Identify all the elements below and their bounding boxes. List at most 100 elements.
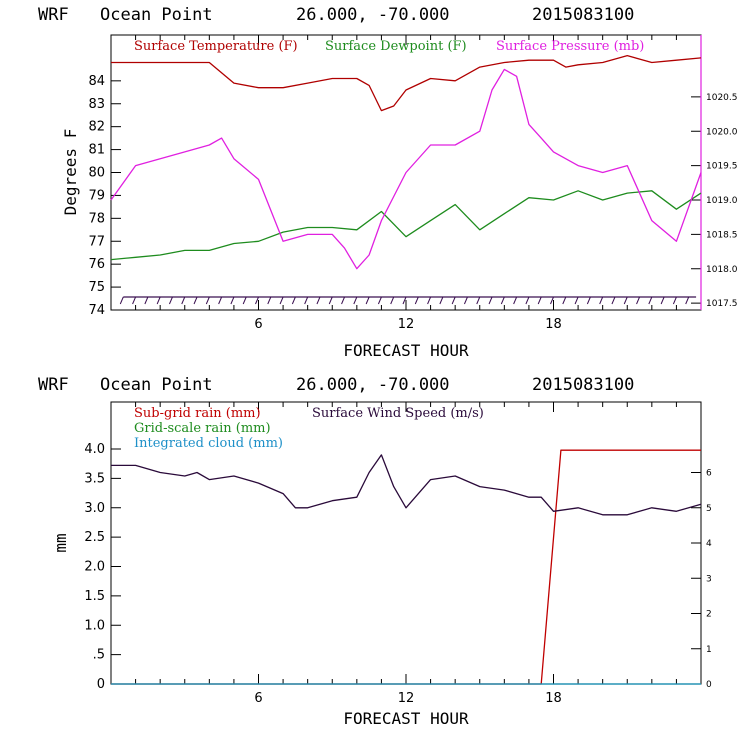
header-model: WRF	[38, 5, 69, 25]
header-model-2: WRF	[38, 375, 69, 395]
y2-tick-label: 1017.5	[706, 299, 738, 309]
header-location-2: Ocean Point	[100, 375, 213, 395]
wind-barb	[242, 296, 247, 305]
y2-tick-label: 6	[706, 469, 712, 479]
wind-barb	[144, 296, 149, 305]
y-tick-label: 77	[88, 234, 105, 249]
y-tick-label: 1.0	[84, 618, 105, 633]
series-line-1	[111, 449, 701, 685]
x-axis-label-bottom: FORECAST HOUR	[343, 709, 469, 728]
wind-barb	[230, 296, 235, 305]
x-tick-label: 18	[545, 691, 562, 706]
wind-barb	[377, 296, 382, 305]
wind-barb	[193, 296, 198, 305]
wind-barb	[328, 296, 333, 305]
tick-labels-top: 6 12 18 74 75 76 77 78 79 80 81 82 83 84 1017.5 1018.0 1…	[88, 74, 737, 332]
y2-tick-label: 2	[706, 610, 712, 620]
legend-temperature: Surface Temperature (F)	[134, 39, 298, 54]
wind-barb	[156, 296, 161, 305]
wind-barb	[267, 296, 272, 305]
wind-barb	[341, 296, 346, 305]
y-tick-label: 82	[88, 120, 105, 135]
wind-barb	[255, 296, 259, 305]
y-tick-label: 2.0	[84, 560, 105, 575]
y-axis-label-top: Degrees F	[61, 129, 80, 216]
wind-barb	[500, 296, 505, 305]
wind-barb	[562, 296, 567, 305]
y-tick-label: 75	[88, 280, 105, 295]
y-tick-label: .5	[93, 648, 105, 663]
y-tick-label: 80	[88, 166, 105, 181]
wind-barb	[525, 296, 530, 305]
y-tick-label: 3.5	[84, 471, 105, 486]
y-tick-label: 83	[88, 97, 105, 112]
y2-tick-label: 1019.5	[706, 162, 738, 172]
y-axis-label-bottom: mm	[51, 533, 70, 552]
wind-barb	[586, 296, 591, 305]
header-location: Ocean Point	[100, 5, 213, 25]
wind-barb	[685, 296, 690, 305]
wind-barb	[599, 296, 604, 305]
series-lines-bottom	[111, 449, 702, 685]
y-tick-label: 0	[97, 677, 105, 692]
wind-barb	[636, 296, 641, 305]
legend-wind-speed: Surface Wind Speed (m/s)	[312, 406, 484, 421]
wind-barb	[537, 296, 542, 305]
wind-barb	[353, 296, 358, 305]
wind-barb	[611, 296, 616, 305]
y-tick-label: 78	[88, 211, 105, 226]
wind-barb	[316, 296, 321, 305]
y-tick-label: 1.5	[84, 589, 105, 604]
y2-tick-label: 3	[706, 574, 712, 584]
x-tick-label: 18	[545, 317, 562, 332]
y-tick-label: 84	[88, 74, 105, 89]
series-line-1	[111, 54, 702, 112]
y2-tick-label: 1020.0	[706, 127, 738, 137]
series-line-3	[110, 68, 702, 270]
wind-barb	[623, 296, 628, 305]
y-tick-label: 4.0	[84, 442, 105, 457]
y2-tick-label: 4	[706, 539, 712, 549]
wind-barb	[291, 296, 296, 305]
wind-barb	[550, 296, 554, 305]
wind-barb	[648, 296, 653, 305]
wind-barb	[463, 296, 468, 305]
series-line-4	[111, 454, 702, 516]
legend-pressure: Surface Pressure (mb)	[496, 39, 644, 54]
y-tick-label: 81	[88, 143, 105, 158]
wind-barb	[218, 296, 223, 305]
wind-barb	[451, 296, 456, 305]
wind-barb	[205, 296, 210, 305]
wind-barb	[672, 296, 677, 305]
header-init-time-2: 2015083100	[532, 375, 634, 395]
wind-barb	[304, 296, 309, 305]
y2-tick-label: 0	[706, 680, 712, 690]
x-axis-label-top: FORECAST HOUR	[343, 341, 469, 360]
panel-top: WRF Ocean Point 26.000, -70.000 20150831…	[38, 5, 738, 360]
x-tick-label: 12	[398, 691, 415, 706]
axis-ticks-bottom	[111, 402, 701, 685]
wind-barb	[390, 296, 395, 305]
legend-dewpoint: Surface Dewpoint (F)	[325, 39, 467, 54]
wind-barb	[119, 296, 124, 305]
y2-tick-label: 1019.0	[706, 196, 738, 206]
y2-tick-label: 5	[706, 504, 712, 514]
wind-barb	[476, 296, 481, 305]
legend-gridscale-rain: Grid-scale rain (mm)	[134, 421, 271, 436]
x-tick-label: 6	[254, 691, 262, 706]
header-init-time: 2015083100	[532, 5, 634, 25]
x-tick-label: 6	[254, 317, 262, 332]
wind-barb	[365, 296, 370, 305]
wind-barb	[574, 296, 579, 305]
series-lines-top	[110, 54, 702, 270]
legend-subgrid-rain: Sub-grid rain (mm)	[134, 406, 261, 421]
wind-barb	[427, 296, 432, 305]
wind-barb	[279, 296, 284, 305]
x-tick-label: 12	[398, 317, 415, 332]
legend-integrated-cloud: Integrated cloud (mm)	[134, 436, 283, 451]
y2-tick-label: 1018.0	[706, 265, 738, 275]
y2-tick-label: 1018.5	[706, 230, 738, 240]
y2-tick-label: 1020.5	[706, 93, 738, 103]
wind-barb	[414, 296, 419, 305]
